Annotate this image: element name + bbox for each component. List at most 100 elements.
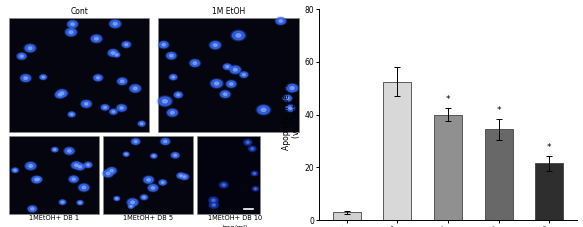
Circle shape xyxy=(69,112,75,116)
Circle shape xyxy=(170,75,177,79)
Circle shape xyxy=(139,121,145,126)
Circle shape xyxy=(276,18,285,24)
Circle shape xyxy=(150,153,157,158)
Circle shape xyxy=(227,81,236,87)
Circle shape xyxy=(193,62,196,64)
Circle shape xyxy=(118,78,127,84)
Circle shape xyxy=(128,204,134,209)
Bar xyxy=(535,163,563,220)
Circle shape xyxy=(31,208,34,210)
Circle shape xyxy=(60,92,64,95)
Circle shape xyxy=(93,74,103,81)
Circle shape xyxy=(112,111,115,113)
Circle shape xyxy=(77,200,83,205)
Circle shape xyxy=(161,139,169,144)
Circle shape xyxy=(75,163,85,170)
Circle shape xyxy=(108,168,116,174)
Circle shape xyxy=(39,74,47,80)
Circle shape xyxy=(212,204,215,206)
Circle shape xyxy=(17,53,26,59)
Bar xyxy=(434,115,462,220)
Circle shape xyxy=(162,44,166,46)
Circle shape xyxy=(161,182,164,183)
Circle shape xyxy=(78,201,83,205)
Text: 1MEtOH+ DB 1: 1MEtOH+ DB 1 xyxy=(29,215,79,221)
Circle shape xyxy=(121,80,124,82)
Circle shape xyxy=(37,178,40,180)
Circle shape xyxy=(177,173,184,178)
Bar xyxy=(484,129,512,220)
Text: Cont: Cont xyxy=(70,7,88,16)
Circle shape xyxy=(84,162,93,168)
Circle shape xyxy=(125,153,127,155)
Circle shape xyxy=(90,34,103,43)
Circle shape xyxy=(236,34,241,37)
Text: (mg/ml): (mg/ml) xyxy=(222,225,248,227)
Circle shape xyxy=(72,162,80,168)
Circle shape xyxy=(160,42,168,48)
Circle shape xyxy=(141,123,143,124)
Circle shape xyxy=(113,22,117,25)
Circle shape xyxy=(127,198,139,207)
Circle shape xyxy=(130,206,132,207)
Text: *: * xyxy=(547,143,552,152)
Circle shape xyxy=(71,161,82,169)
Circle shape xyxy=(12,168,18,172)
Circle shape xyxy=(76,164,84,170)
Circle shape xyxy=(183,176,186,178)
Circle shape xyxy=(110,109,117,114)
Circle shape xyxy=(131,138,141,145)
Circle shape xyxy=(106,172,110,175)
Circle shape xyxy=(68,111,76,117)
Circle shape xyxy=(248,146,257,152)
Bar xyxy=(103,136,193,214)
Circle shape xyxy=(221,91,230,97)
Circle shape xyxy=(24,162,37,170)
Circle shape xyxy=(247,141,249,143)
Bar xyxy=(159,17,299,131)
Circle shape xyxy=(138,121,146,126)
Circle shape xyxy=(59,200,65,204)
Circle shape xyxy=(151,187,154,189)
Circle shape xyxy=(210,202,217,208)
Circle shape xyxy=(286,105,294,111)
Circle shape xyxy=(191,60,199,66)
Circle shape xyxy=(229,65,241,74)
Circle shape xyxy=(223,64,232,70)
Circle shape xyxy=(239,72,248,78)
Circle shape xyxy=(166,109,178,117)
Circle shape xyxy=(66,20,78,28)
Circle shape xyxy=(132,139,139,144)
Circle shape xyxy=(40,75,46,79)
Circle shape xyxy=(243,74,245,76)
Circle shape xyxy=(82,101,91,107)
Circle shape xyxy=(213,44,217,47)
Circle shape xyxy=(31,176,42,184)
Circle shape xyxy=(110,20,120,27)
Circle shape xyxy=(109,109,118,115)
Circle shape xyxy=(175,92,182,97)
Circle shape xyxy=(24,44,36,53)
Circle shape xyxy=(252,172,257,175)
Circle shape xyxy=(54,149,56,151)
Circle shape xyxy=(110,170,113,172)
Circle shape xyxy=(244,140,251,145)
Circle shape xyxy=(167,53,175,59)
Circle shape xyxy=(210,42,220,49)
Circle shape xyxy=(104,170,113,177)
Circle shape xyxy=(87,164,89,166)
Circle shape xyxy=(59,200,66,205)
Circle shape xyxy=(141,195,147,200)
Circle shape xyxy=(64,147,75,155)
Circle shape xyxy=(283,96,292,101)
Circle shape xyxy=(157,96,173,107)
Bar xyxy=(9,17,149,131)
Circle shape xyxy=(252,186,259,191)
Circle shape xyxy=(71,23,75,25)
Circle shape xyxy=(131,85,140,92)
Circle shape xyxy=(134,87,137,90)
Circle shape xyxy=(170,54,173,57)
Text: *: * xyxy=(446,95,450,104)
Circle shape xyxy=(58,94,62,96)
Circle shape xyxy=(25,45,35,52)
